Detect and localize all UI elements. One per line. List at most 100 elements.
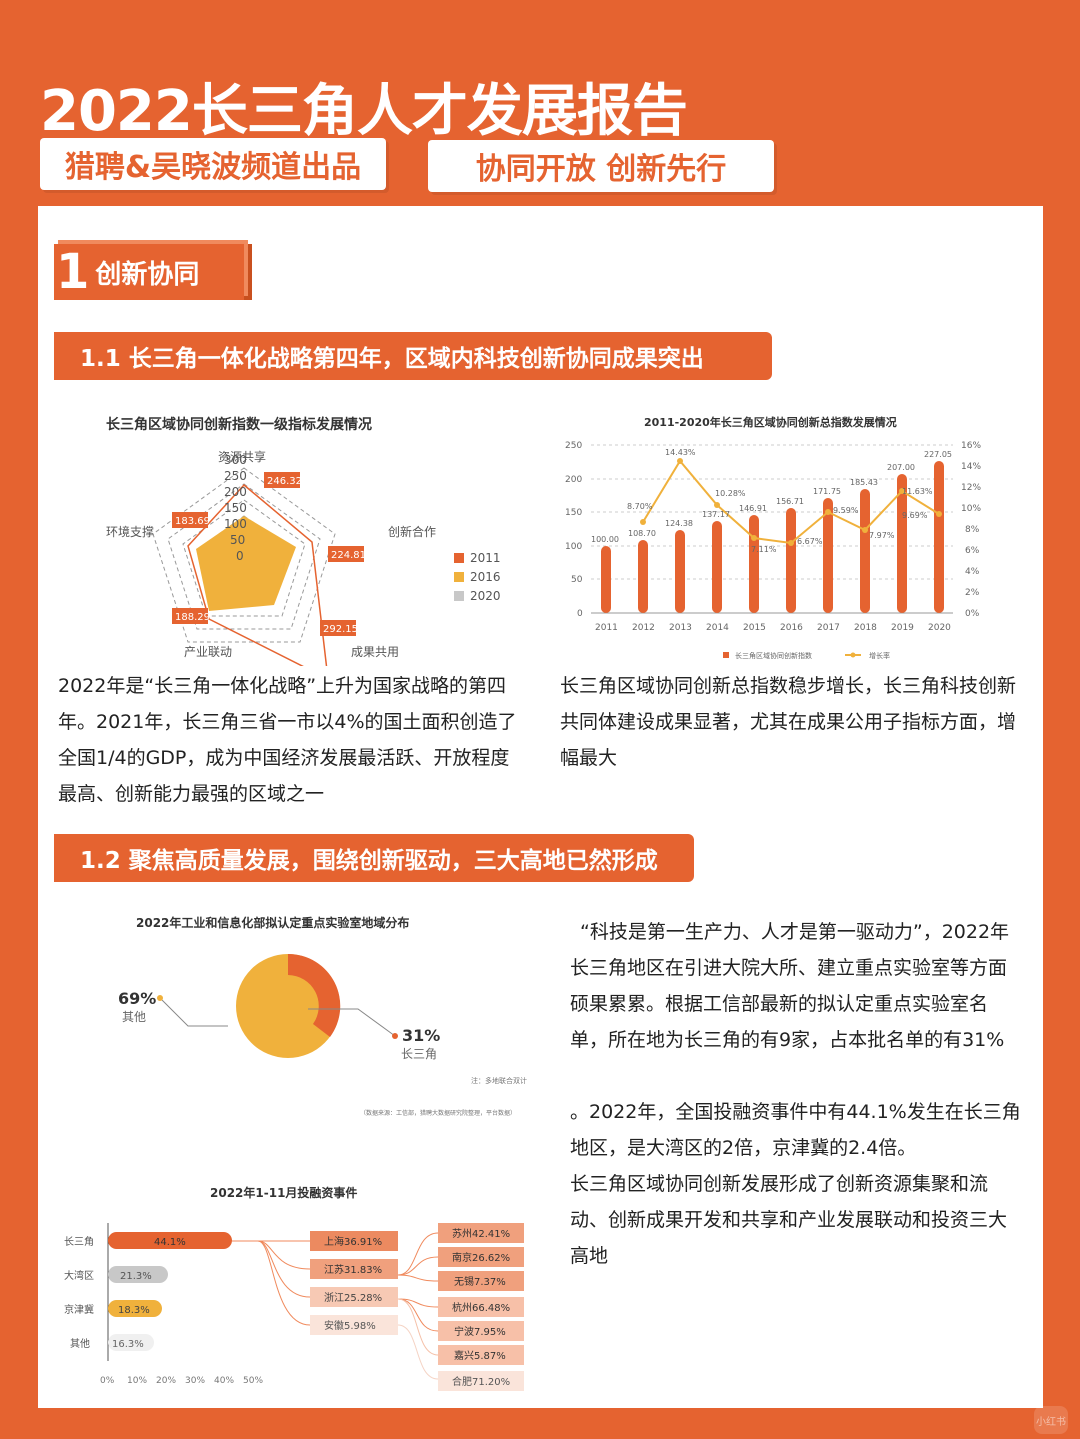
svg-text:产业联动: 产业联动 <box>184 645 232 659</box>
svg-text:0%: 0% <box>965 609 980 619</box>
svg-text:2018: 2018 <box>854 623 877 633</box>
svg-text:0%: 0% <box>100 1376 115 1386</box>
svg-text:10.28%: 10.28% <box>715 489 746 498</box>
svg-text:2011: 2011 <box>595 623 618 633</box>
svg-text:长三角区域协同创新指数: 长三角区域协同创新指数 <box>735 651 812 660</box>
publisher-tag: 猎聘&吴晓波频道出品 <box>40 138 386 190</box>
bar-line-chart: 250 200 150 100 50 0 16% 14% 12% 10% 8% 6% 4% 2% 0% 1… <box>565 441 981 660</box>
section-label: 创新协同 <box>95 259 200 290</box>
svg-text:11.63%: 11.63% <box>902 487 933 496</box>
svg-text:2013: 2013 <box>669 623 692 633</box>
paragraph-1-1-right: 长三角区域协同创新总指数稳步增长，长三角科技创新共同体建设成果显著，尤其在成果公… <box>560 675 1017 769</box>
svg-text:2016: 2016 <box>780 623 803 633</box>
svg-text:250: 250 <box>224 469 247 483</box>
svg-text:2014: 2014 <box>706 623 729 633</box>
svg-text:16%: 16% <box>961 441 981 451</box>
svg-text:8%: 8% <box>965 525 980 535</box>
svg-text:137.17: 137.17 <box>702 510 730 519</box>
svg-text:注：多地联合双计: 注：多地联合双计 <box>471 1076 527 1085</box>
svg-text:7.11%: 7.11% <box>751 545 777 554</box>
subsection-heading-1-1: 1.1 长三角一体化战略第四年，区域内科技创新协同成果突出 <box>54 332 772 380</box>
svg-text:171.75: 171.75 <box>813 487 841 496</box>
page-title: 2022长三角人才发展报告 <box>40 79 688 144</box>
svg-text:长三角: 长三角 <box>64 1236 94 1248</box>
svg-text:21.3%: 21.3% <box>120 1271 152 1282</box>
paragraph-1-1-left: 2022年是“长三角一体化战略”上升为国家战略的第四年。2021年，长三角三省一… <box>58 675 517 805</box>
svg-text:100.00: 100.00 <box>591 535 619 544</box>
svg-text:成果共用: 成果共用 <box>351 645 399 659</box>
svg-text:14%: 14% <box>961 462 981 472</box>
svg-text:292.15: 292.15 <box>323 624 358 635</box>
content-panel: 1 创新协同 1.1 长三角一体化战略第四年，区域内科技创新协同成果突出 长三角… <box>38 206 1043 1408</box>
svg-text:10%: 10% <box>127 1376 147 1386</box>
svg-text:183.69: 183.69 <box>175 516 210 527</box>
svg-text:苏州42.41%: 苏州42.41% <box>452 1227 510 1240</box>
svg-text:上海36.91%: 上海36.91% <box>324 1235 382 1248</box>
paragraph-1-2-part3: 长三角区域协同创新发展形成了创新资源集聚和流动、创新成果开发和共享和产业发展联动… <box>570 1173 1008 1267</box>
svg-text:16.3%: 16.3% <box>112 1339 144 1350</box>
investment-chart: 长三角 大湾区 京津冀 其他 44.1% 21.3% 18.3% 16.3% 0… <box>64 1223 524 1391</box>
svg-text:增长率: 增长率 <box>869 651 890 660</box>
subsection-heading-1-2: 1.2 聚焦高质量发展，围绕创新驱动，三大高地已然形成 <box>54 834 694 882</box>
svg-text:150: 150 <box>565 508 582 518</box>
svg-text:浙江25.28%: 浙江25.28% <box>324 1292 382 1304</box>
svg-text:2017: 2017 <box>817 623 840 633</box>
svg-text:185.43: 185.43 <box>850 478 878 487</box>
svg-text:2020: 2020 <box>928 623 951 633</box>
bar-line-chart-title: 2011-2020年长三角区域协同创新总指数发展情况 <box>644 416 897 429</box>
svg-text:大湾区: 大湾区 <box>64 1269 94 1282</box>
svg-text:12%: 12% <box>961 483 981 493</box>
svg-text:宁波7.95%: 宁波7.95% <box>454 1325 506 1338</box>
svg-text:4%: 4% <box>965 567 980 577</box>
radar-chart-title: 长三角区域协同创新指数一级指标发展情况 <box>106 417 372 433</box>
svg-text:0: 0 <box>236 549 244 563</box>
svg-text:创新合作: 创新合作 <box>388 524 436 539</box>
svg-text:18.3%: 18.3% <box>118 1305 150 1316</box>
svg-text:8.70%: 8.70% <box>627 502 653 511</box>
svg-text:2012: 2012 <box>632 623 655 633</box>
svg-text:长三角: 长三角 <box>401 1047 437 1061</box>
svg-text:2019: 2019 <box>891 623 914 633</box>
investment-chart-title: 2022年1-11月投融资事件 <box>210 1186 358 1200</box>
svg-text:227.05: 227.05 <box>924 450 952 459</box>
svg-text:安徽5.98%: 安徽5.98% <box>324 1319 376 1332</box>
svg-text:146.91: 146.91 <box>739 504 767 513</box>
svg-text:100: 100 <box>565 542 582 552</box>
svg-text:嘉兴5.87%: 嘉兴5.87% <box>454 1349 506 1362</box>
svg-text:20%: 20% <box>156 1376 176 1386</box>
svg-text:207.00: 207.00 <box>887 463 915 472</box>
svg-text:30%: 30% <box>185 1376 205 1386</box>
svg-text:50: 50 <box>230 533 245 547</box>
svg-text:江苏31.83%: 江苏31.83% <box>324 1263 382 1276</box>
svg-text:50%: 50% <box>243 1376 263 1386</box>
svg-text:合肥71.20%: 合肥71.20% <box>452 1375 510 1388</box>
radar-chart: 300 250 200 150 100 50 0 资源共享 创新合作 成果共用 … <box>106 449 436 666</box>
svg-text:9.59%: 9.59% <box>833 506 859 515</box>
svg-text:6%: 6% <box>965 546 980 556</box>
section-badge: 1 创新协同 <box>54 244 244 300</box>
svg-text:156.71: 156.71 <box>776 497 804 506</box>
svg-text:6.67%: 6.67% <box>797 537 823 546</box>
svg-text:0: 0 <box>577 609 583 619</box>
svg-text:250: 250 <box>565 441 582 451</box>
radar-legend: 2011 2016 2020 <box>454 548 501 605</box>
svg-text:其他: 其他 <box>70 1337 90 1350</box>
svg-text:50: 50 <box>571 575 583 585</box>
svg-text:200: 200 <box>565 475 582 485</box>
svg-text:环境支撑: 环境支撑 <box>106 524 154 539</box>
svg-text:杭州66.48%: 杭州66.48% <box>452 1301 510 1314</box>
svg-text:2%: 2% <box>965 588 980 598</box>
svg-text:69%: 69% <box>118 989 156 1008</box>
slogan-tag: 协同开放 创新先行 <box>428 140 774 192</box>
svg-text:2015: 2015 <box>743 623 766 633</box>
svg-text:100: 100 <box>224 517 247 531</box>
svg-text:246.32: 246.32 <box>267 476 302 487</box>
svg-text:300: 300 <box>224 453 247 467</box>
watermark-logo: 小红书 <box>1034 1406 1068 1434</box>
svg-text:南京26.62%: 南京26.62% <box>452 1251 510 1264</box>
svg-text:资源共享: 资源共享 <box>218 449 266 464</box>
svg-text:无锡7.37%: 无锡7.37% <box>454 1275 506 1288</box>
svg-text:9.69%: 9.69% <box>902 511 928 520</box>
svg-text:（数据来源：工信部，猎聘大数据研究院整理，平台数据）: （数据来源：工信部，猎聘大数据研究院整理，平台数据） <box>360 1109 516 1117</box>
paragraph-1-2-part1: “科技是第一生产力、人才是第一驱动力”，2022年长三角地区在引进大院大所、建立… <box>570 921 1010 1051</box>
